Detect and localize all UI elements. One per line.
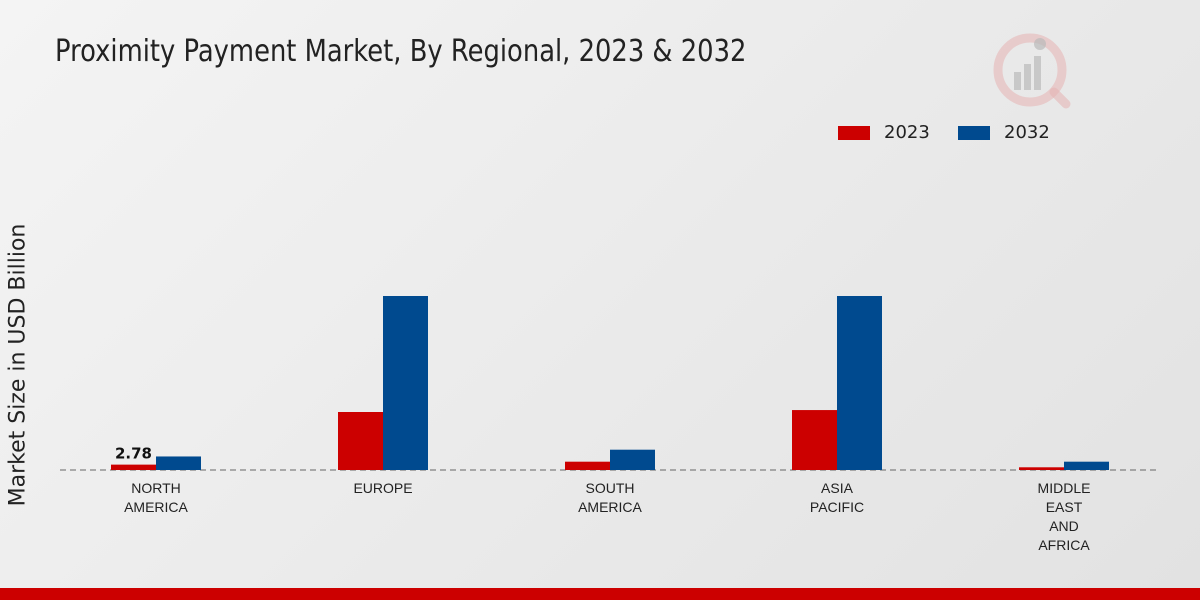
x-tick-label-1-0: EUROPE — [353, 480, 412, 496]
bar-2023-2 — [565, 461, 610, 470]
footer-accent-bar — [0, 588, 1200, 600]
x-tick-label-0-1: AMERICA — [124, 499, 188, 515]
bar-2032-2 — [610, 449, 655, 470]
x-tick-label-3-0: ASIA — [821, 480, 854, 496]
bar-2032-3 — [837, 296, 882, 470]
bar-2023-0 — [111, 464, 156, 470]
x-tick-label-2-1: AMERICA — [578, 499, 642, 515]
legend-item-2023: 2023 — [838, 122, 930, 143]
legend-swatch-2023 — [838, 125, 870, 140]
legend-label-2023: 2023 — [884, 122, 930, 143]
x-tick-label-2-0: SOUTH — [586, 480, 635, 496]
x-tick-label-4-0: MIDDLE — [1038, 480, 1091, 496]
legend-swatch-2032 — [958, 125, 990, 140]
bar-2023-1 — [338, 412, 383, 470]
legend-item-2032: 2032 — [958, 122, 1050, 143]
x-tick-label-4-1: EAST — [1046, 499, 1083, 515]
x-tick-label-4-2: AND — [1049, 518, 1079, 534]
x-tick-label-3-1: PACIFIC — [810, 499, 864, 515]
x-tick-label-4-3: AFRICA — [1038, 537, 1090, 553]
bar-2032-1 — [383, 296, 428, 470]
bar-2032-0 — [156, 456, 201, 470]
bar-2023-3 — [792, 410, 837, 470]
bar-2032-4 — [1064, 461, 1109, 470]
bar-2023-4 — [1019, 467, 1064, 470]
x-tick-label-0-0: NORTH — [131, 480, 181, 496]
chart-title: Proximity Payment Market, By Regional, 2… — [55, 34, 747, 69]
brand-logo-icon — [993, 33, 1071, 109]
legend-label-2032: 2032 — [1004, 122, 1050, 143]
data-label-0: 2.78 — [115, 445, 152, 463]
